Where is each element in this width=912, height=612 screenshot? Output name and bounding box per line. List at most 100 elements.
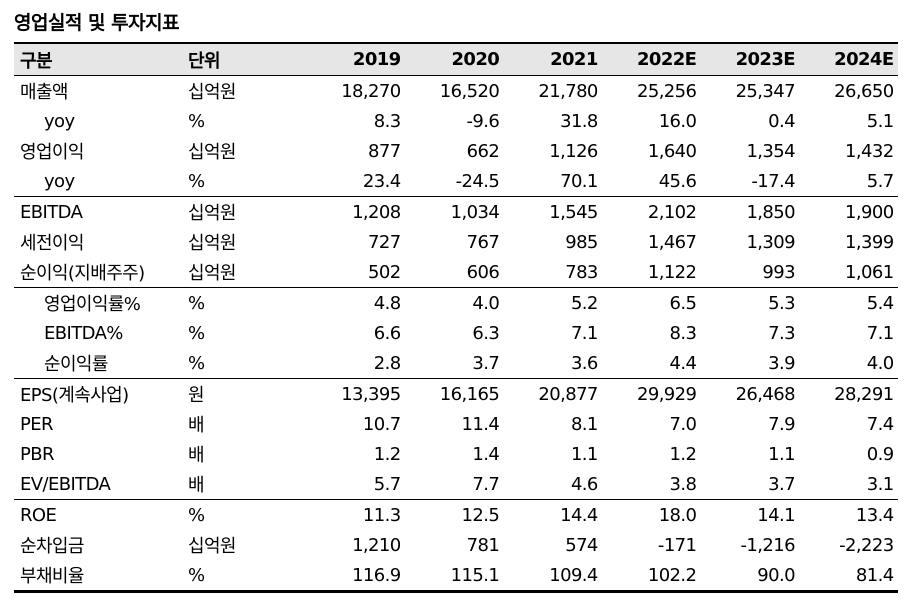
row-value: 7.7 [472, 473, 500, 495]
row-value: 0.4 [768, 110, 795, 132]
table-header-row: 구분 단위 2019 2020 2021 2022E 2023E 2024E [14, 44, 898, 76]
row-value: 5.7 [866, 170, 894, 192]
table-row: EBITDA%% 6.6 6.3 7.1 8.3 7.3 7.1 [14, 318, 898, 348]
row-unit: 배 [188, 475, 205, 496]
row-value: 2,102 [647, 201, 697, 223]
row-value: 16.0 [658, 110, 697, 132]
row-value: -2,223 [839, 534, 894, 556]
row-value: 3.6 [570, 352, 598, 374]
table-body: 매출액 십억원 18,270 16,520 21,780 25,256 25,347 26,6… [14, 76, 898, 590]
row-value: 18.0 [658, 504, 697, 526]
row-value: 1,399 [845, 231, 894, 253]
row-value: 81.4 [855, 564, 894, 586]
row-value: 1,309 [746, 231, 795, 253]
row-value: 26,468 [735, 383, 796, 405]
row-value: 8.3 [373, 110, 401, 132]
row-unit: % [188, 352, 205, 374]
row-value: 2.8 [373, 352, 401, 374]
row-value: 16,520 [439, 80, 500, 102]
table-row: 세전이익 십억원 727 767 985 1,467 1,309 1,399 [14, 227, 898, 257]
table-row: EBITDA 십억원 1,208 1,034 1,545 2,102 1,850 1,900 [14, 196, 898, 227]
row-value: 28,291 [834, 383, 894, 405]
row-value: 4.0 [472, 292, 500, 314]
row-value: 115.1 [450, 564, 500, 586]
header-year: 2020 [451, 49, 500, 70]
row-value: 1.2 [373, 443, 401, 465]
table-row: 순차입금 십억원 1,210 781 574 -171 -1,216 -2,223 [14, 530, 898, 560]
row-value: 7.3 [768, 322, 795, 344]
row-value: 5.7 [373, 473, 401, 495]
row-value: 5.3 [768, 292, 795, 314]
table-row: 부채비율% 116.9 115.1 109.4 102.2 90.0 81.4 [14, 560, 898, 590]
row-label: PER [20, 413, 54, 435]
row-label: 매출액 [20, 82, 68, 103]
row-value: 12.5 [461, 504, 500, 526]
row-value: 4.4 [669, 352, 697, 374]
row-unit: 십억원 [188, 82, 236, 103]
row-value: 16,165 [439, 383, 500, 405]
row-value: 109.4 [549, 564, 598, 586]
row-unit: 십억원 [188, 233, 236, 254]
row-label: 부채비율 [20, 566, 84, 587]
row-label: PBR [20, 443, 55, 465]
row-value: 1,122 [647, 261, 697, 283]
row-value: 985 [565, 231, 598, 253]
row-unit: % [188, 170, 205, 192]
row-label: 순이익률 [44, 354, 108, 375]
table-row: yoy% 8.3 -9.6 31.8 16.0 0.4 5.1 [14, 106, 898, 136]
row-value: 14.1 [757, 504, 795, 526]
row-value: 10.7 [362, 413, 401, 435]
header-year: 2022E [636, 49, 697, 70]
row-value: 574 [565, 534, 598, 556]
row-value: 7.1 [866, 322, 894, 344]
row-value: 102.2 [647, 564, 697, 586]
row-unit: 십억원 [188, 536, 236, 557]
row-value: 3.7 [472, 352, 500, 374]
row-value: 20,877 [538, 383, 598, 405]
row-label: 영업이익률% [44, 294, 141, 315]
financial-table: 구분 단위 2019 2020 2021 2022E 2023E 2024E 매… [14, 42, 898, 593]
row-label: EV/EBITDA [20, 473, 111, 495]
row-value: 662 [466, 140, 500, 162]
row-value: 783 [565, 261, 598, 283]
row-value: 45.6 [658, 170, 697, 192]
row-unit: % [188, 292, 205, 314]
row-value: -9.6 [466, 110, 500, 132]
row-value: -171 [657, 534, 697, 556]
row-label: 세전이익 [20, 233, 84, 254]
table-row: 영업이익률%% 4.8 4.0 5.2 6.5 5.3 5.4 [14, 287, 898, 318]
row-value: 11.4 [461, 413, 500, 435]
header-year: 2024E [834, 49, 894, 70]
row-unit: 원 [188, 385, 205, 406]
header-year: 2019 [352, 49, 401, 70]
header-item: 구분 [20, 50, 53, 72]
table-row: EPS(계속사업) 원 13,395 16,165 20,877 29,929 26,468… [14, 378, 898, 409]
row-value: 7.4 [866, 413, 894, 435]
row-value: 3.8 [669, 473, 697, 495]
row-value: 606 [466, 261, 500, 283]
table-row: 영업이익 십억원 877 662 1,126 1,640 1,354 1,432 [14, 136, 898, 166]
row-value: -1,216 [740, 534, 796, 556]
row-value: 3.1 [866, 473, 894, 495]
row-unit: 배 [188, 415, 205, 436]
row-value: -17.4 [751, 170, 795, 192]
row-unit: 십억원 [188, 142, 236, 163]
row-value: 6.6 [373, 322, 401, 344]
table-row: 순이익률% 2.8 3.7 3.6 4.4 3.9 4.0 [14, 348, 898, 378]
row-value: 1,850 [746, 201, 795, 223]
row-value: 1.1 [570, 443, 598, 465]
row-value: 1.4 [472, 443, 500, 465]
header-year: 2023E [735, 49, 796, 70]
row-value: 5.4 [866, 292, 894, 314]
row-value: 1,208 [352, 201, 401, 223]
row-value: 1,126 [549, 140, 598, 162]
row-value: 25,347 [735, 80, 796, 102]
row-label: yoy [44, 110, 75, 132]
row-unit: % [188, 564, 205, 586]
row-value: 1.2 [669, 443, 697, 465]
row-unit: % [188, 504, 205, 526]
row-value: 1,354 [746, 140, 795, 162]
row-value: 90.0 [757, 564, 795, 586]
header-unit: 단위 [188, 50, 221, 72]
row-label: EBITDA% [44, 322, 123, 344]
